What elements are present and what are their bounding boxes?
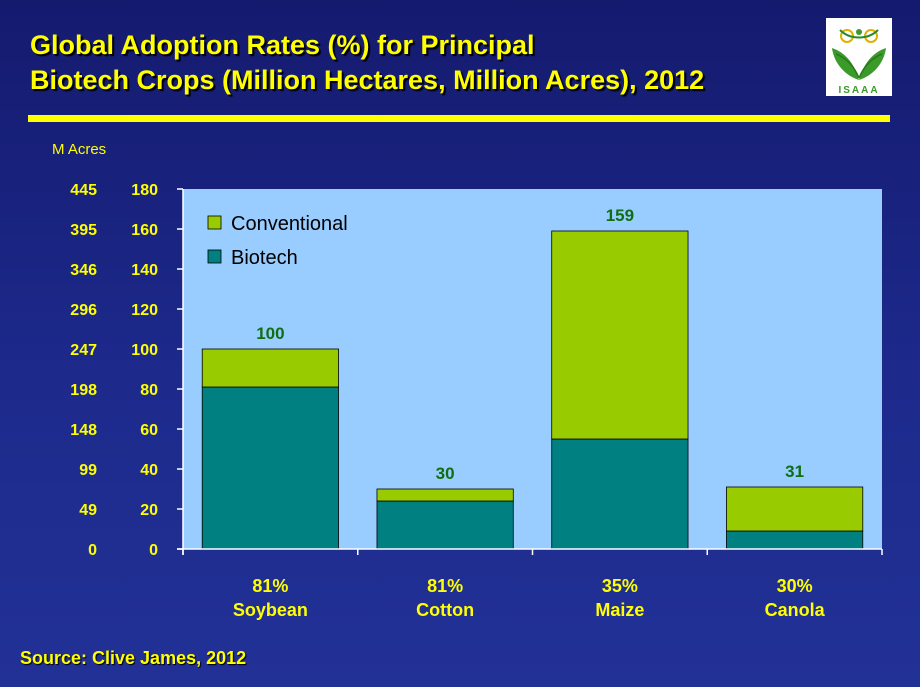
secondary-tick-label: 0 xyxy=(88,542,97,559)
category-label-cotton: Cotton xyxy=(416,600,474,620)
y-tick-label: 120 xyxy=(131,302,158,319)
title-divider xyxy=(28,115,890,122)
y-tick-label: 140 xyxy=(131,262,158,279)
legend: Conventional Biotech xyxy=(207,213,348,269)
secondary-tick-label: 346 xyxy=(70,262,97,279)
category-percent-maize: 35% xyxy=(602,576,638,596)
data-label-maize: 159 xyxy=(606,206,634,225)
secondary-tick-label: 445 xyxy=(70,182,97,199)
page-title: Global Adoption Rates (%) for Principal … xyxy=(30,28,704,98)
bar-biotech-canola xyxy=(726,530,864,550)
legend-label-biotech: Biotech xyxy=(231,247,298,269)
title-line-1: Global Adoption Rates (%) for Principal xyxy=(30,30,535,60)
data-label-canola: 31 xyxy=(785,462,804,481)
y-tick-label: 0 xyxy=(149,542,158,559)
bar-conventional-cotton xyxy=(376,488,514,502)
category-label-soybean: Soybean xyxy=(233,600,308,620)
secondary-tick-label: 296 xyxy=(70,302,97,319)
category-label-canola: Canola xyxy=(765,600,826,620)
bar-biotech-soybean xyxy=(201,386,339,550)
logo-text: ISAAA xyxy=(838,85,879,96)
y-tick-label: 60 xyxy=(140,422,158,439)
legend-swatch-conventional xyxy=(207,215,222,230)
y-tick-label: 180 xyxy=(131,182,158,199)
data-label-soybean: 100 xyxy=(256,324,284,343)
bar-conventional-soybean xyxy=(201,348,339,388)
secondary-tick-label: 198 xyxy=(70,382,97,399)
category-label-maize: Maize xyxy=(595,600,644,620)
bar-biotech-cotton xyxy=(376,500,514,550)
secondary-tick-label: 148 xyxy=(70,422,97,439)
isaaa-logo: ISAAA xyxy=(826,18,892,96)
category-percent-soybean: 81% xyxy=(252,576,288,596)
secondary-tick-label: 247 xyxy=(70,342,97,359)
isaaa-leaf-logo-icon: ISAAA xyxy=(832,29,886,96)
source-note: Source: Clive James, 2012 xyxy=(20,648,247,668)
bar-conventional-maize xyxy=(551,230,689,440)
category-percent-cotton: 81% xyxy=(427,576,463,596)
y-tick-label: 100 xyxy=(131,342,158,359)
y-tick-label: 160 xyxy=(131,222,158,239)
title-line-2: Biotech Crops (Million Hectares, Million… xyxy=(30,65,705,95)
bar-biotech-maize xyxy=(551,438,689,550)
data-label-cotton: 30 xyxy=(436,464,455,483)
secondary-axis-label: M Acres xyxy=(52,141,106,158)
secondary-tick-label: 49 xyxy=(79,502,97,519)
y-tick-label: 40 xyxy=(140,462,158,479)
y-tick-label: 20 xyxy=(140,502,158,519)
bar-conventional-canola xyxy=(726,486,864,532)
secondary-tick-label: 99 xyxy=(79,462,97,479)
legend-label-conventional: Conventional xyxy=(231,213,348,235)
y-tick-label: 80 xyxy=(140,382,158,399)
category-percent-canola: 30% xyxy=(777,576,813,596)
secondary-tick-label: 395 xyxy=(70,222,97,239)
legend-swatch-biotech xyxy=(207,249,222,264)
